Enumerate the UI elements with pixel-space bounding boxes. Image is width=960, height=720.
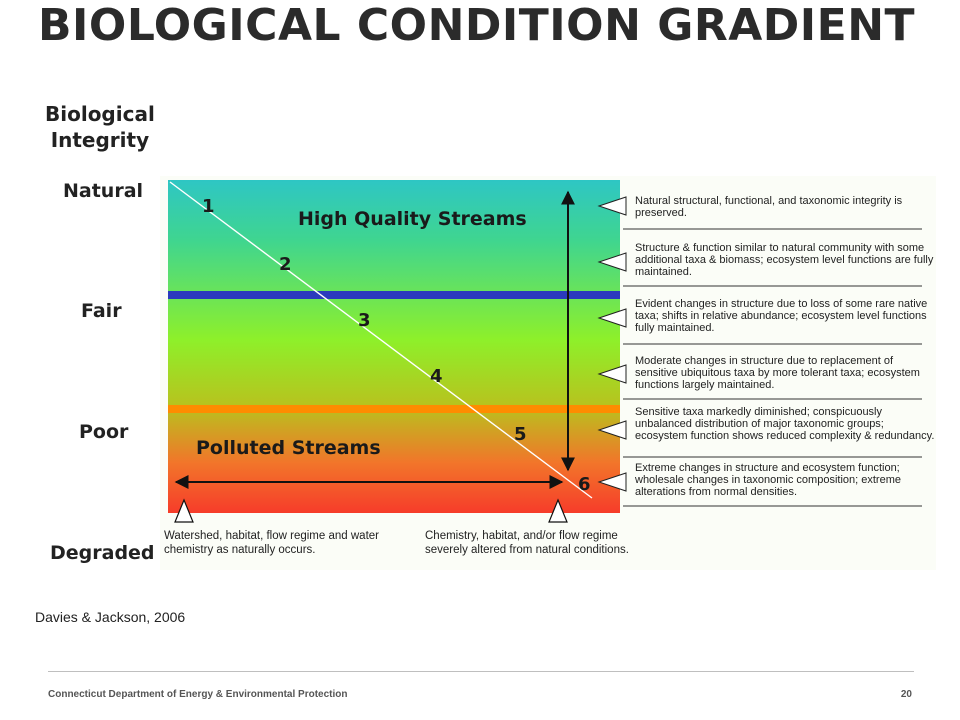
tier-6-description: Extreme changes in structure and ecosyst…: [635, 462, 901, 498]
natural-conditions-note: Watershed, habitat, flow regime and wate…: [164, 530, 379, 556]
tier-number: 2: [279, 254, 292, 275]
axis-title-line1: Biological: [45, 102, 155, 126]
pointer: [597, 472, 627, 492]
gradient-diagonal: [169, 181, 593, 499]
description-separators: [623, 228, 922, 507]
tier-number: 4: [430, 366, 443, 387]
pointer: [597, 252, 627, 272]
page-number: 20: [900, 689, 912, 700]
tier-number: 1: [202, 196, 215, 217]
pointer: [597, 420, 627, 440]
tier-3-description: Evident changes in structure due to loss…: [635, 298, 928, 334]
polluted-label: Polluted Streams: [196, 437, 381, 459]
citation: Davies & Jackson, 2006: [35, 609, 186, 625]
tier-numbers: 1 2 3 4 5 6: [202, 196, 591, 495]
tier-5-description: Sensitive taxa markedly diminished; cons…: [635, 406, 935, 442]
pointer: [597, 308, 627, 328]
slide-title: BIOLOGICAL CONDITION GRADIENT: [38, 0, 916, 51]
fair-threshold-line: [168, 291, 620, 299]
tier-number: 5: [514, 424, 527, 445]
level-degraded: Degraded: [50, 542, 155, 564]
level-fair: Fair: [81, 300, 122, 322]
footer-divider: [48, 671, 914, 672]
gradient-band: [168, 180, 620, 513]
level-natural: Natural: [63, 180, 144, 202]
description-pointers: [597, 196, 627, 492]
axis-title-line2: Integrity: [50, 128, 150, 152]
axis-title: Biological Integrity: [45, 101, 155, 153]
tier-2-description: Structure & function similar to natural …: [635, 242, 934, 278]
poor-threshold-line: [168, 405, 620, 413]
tier-number: 3: [358, 310, 371, 331]
high-quality-label: High Quality Streams: [298, 208, 527, 230]
altered-conditions-note: Chemistry, habitat, and/or flow regime s…: [425, 530, 629, 556]
tier-number: 6: [578, 474, 591, 495]
footer-organization: Connecticut Department of Energy & Envir…: [48, 689, 348, 700]
tier-4-description: Moderate changes in structure due to rep…: [635, 355, 920, 391]
tier-1-description: Natural structural, functional, and taxo…: [635, 195, 903, 219]
right-pointer-triangle: [548, 498, 568, 523]
left-pointer-triangle: [174, 498, 194, 523]
pointer: [597, 364, 627, 384]
level-poor: Poor: [79, 421, 129, 443]
pointer: [597, 196, 627, 216]
